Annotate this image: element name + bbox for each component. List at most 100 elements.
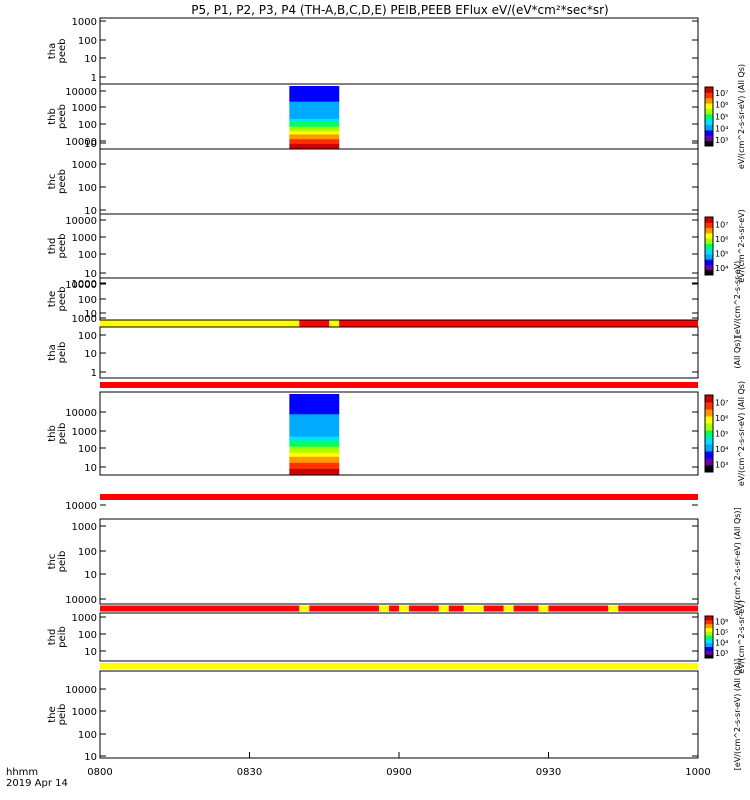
y-tick-label: 10: [84, 647, 97, 658]
flag-segment: [309, 605, 380, 612]
heatmap-cell: [289, 416, 340, 419]
colorbar-tick-label: 10³: [715, 649, 728, 658]
colorbar-cell: [705, 264, 713, 271]
heatmap-cell: [289, 408, 340, 411]
colorbar-cell: [705, 243, 713, 250]
heatmap-cell: [289, 430, 340, 434]
panel-frame: [99, 148, 699, 215]
heatmap-cell: [289, 438, 340, 442]
y-tick-label: 100: [78, 444, 97, 455]
y-tick-label: 10000: [65, 685, 97, 696]
colorbar-cell: [705, 129, 713, 136]
colorbar-tick-label: 10⁷: [715, 89, 728, 98]
heatmap-cell: [289, 412, 340, 415]
colorbar-label: eV/(cm^2-s-sr-eV): [737, 209, 746, 282]
heatmap-cell: [289, 109, 340, 112]
side-label: [eV/(cm^2-s-sr-eV): [733, 261, 742, 338]
y-tick-label: 10000: [65, 280, 97, 291]
y-tick-label: 10: [84, 349, 97, 360]
y-tick-label: 100: [78, 295, 97, 306]
x-tick-label: 1000: [685, 767, 710, 778]
y-tick-label: 10000: [65, 137, 97, 148]
heatmap-cell: [289, 473, 340, 476]
x-tick-label: 0800: [87, 767, 112, 778]
heatmap-cell: [289, 422, 340, 425]
y-tick-label: 1000: [72, 314, 97, 325]
x-axis: 0800 0830 0900 0930 1000: [87, 752, 711, 778]
colorbar-cell: [705, 642, 713, 648]
colorbar-cell: [705, 631, 713, 636]
heatmap-cell: [289, 460, 340, 464]
heatmap-cell: [289, 448, 340, 452]
colorbar-cell: [705, 269, 713, 276]
heatmap-cell: [289, 145, 340, 148]
colorbar-cell: [705, 627, 713, 632]
y-tick-label: 10000: [65, 408, 97, 419]
y-axis-label: peeb: [57, 39, 68, 64]
y-axis-label: tha: [47, 344, 58, 360]
panel-10: thc peib 10 100 1000 10000 eV/(cm^2-s-sr-eV) (…: [47, 501, 742, 616]
colorbar-tick-label: 10⁶: [715, 617, 728, 626]
flag-segment: [513, 605, 539, 612]
colorbar-cell: [705, 416, 713, 424]
heatmap-cell: [289, 402, 340, 405]
y-axis-label: thc: [47, 174, 58, 190]
y-tick-label: 10: [84, 54, 97, 65]
flag-segment: [608, 605, 619, 612]
panel-frame: [99, 612, 699, 662]
panel-3: thd peeb 10 100 1000 10000 10⁴ 10⁵ 10⁶ 10⁷ eV/(cm^…: [47, 209, 746, 282]
colorbar-tick-label: 10⁵: [715, 113, 728, 122]
y-tick-label: 10: [84, 206, 97, 217]
y-tick-label: 1000: [72, 522, 97, 533]
colorbar-tick-label: 10⁷: [715, 399, 728, 408]
colorbar-frame: [704, 216, 714, 276]
colorbar-tick-label: 10⁵: [715, 628, 728, 637]
colorbar-tick-label: 10⁷: [715, 220, 728, 229]
flag-segment: [463, 605, 484, 612]
heatmap-cell: [289, 117, 340, 120]
panel-frame: [99, 213, 699, 279]
y-tick-label: 10: [84, 269, 97, 280]
y-axis-label: peeb: [57, 169, 68, 194]
heatmap-cell: [289, 103, 340, 106]
colorbar-tick-label: 10⁴: [715, 445, 728, 454]
heatmap-cell: [289, 426, 340, 429]
heatmap-cell: [289, 126, 340, 129]
colorbar-cell: [705, 409, 713, 417]
y-tick-label: 10: [84, 463, 97, 474]
heatmap-cell: [289, 454, 340, 458]
plot-title: P5, P1, P2, P3, P4 (TH-A,B,C,D,E) PEIB,P…: [191, 3, 608, 17]
heatmap-cell: [289, 143, 340, 146]
colorbar-tick-label: 10⁴: [715, 124, 728, 133]
heatmap-cell: [289, 428, 340, 432]
colorbar-cell: [705, 437, 713, 445]
side-label: eV/(cm^2-s-sr-eV) (All Qs)]: [733, 507, 742, 615]
panel-8: thb peib 10 100 1000 10000 10³ 10⁴ 10⁵ 10⁶ 10⁷ eV/(…: [47, 381, 746, 486]
y-axis-label: tha: [47, 43, 58, 59]
flag-segment: [503, 605, 514, 612]
colorbar-cell: [705, 619, 713, 625]
panel-frame: [99, 277, 699, 321]
colorbar-tick-label: 10⁶: [715, 101, 728, 110]
y-tick-label: 1000: [72, 233, 97, 244]
colorbar-cell: [705, 654, 713, 659]
heatmap-cell: [289, 111, 340, 114]
y-tick-label: 10: [84, 139, 97, 150]
heatmap-cell: [289, 129, 340, 132]
flag-segment: [548, 605, 609, 612]
heatmap-cell: [289, 107, 340, 111]
heatmap-cell: [289, 92, 340, 95]
y-tick-label: 1000: [72, 279, 97, 290]
heatmap-cell: [289, 118, 340, 121]
flag-segment: [100, 320, 300, 327]
colorbar-label: eV/(cm^2-s-sr-eV): [737, 600, 746, 673]
y-tick-label: 100: [78, 331, 97, 342]
colorbar-cell: [705, 444, 713, 452]
colorbar-cell: [705, 259, 713, 265]
heatmap-cell: [289, 418, 340, 421]
heatmap-cell: [289, 142, 340, 145]
